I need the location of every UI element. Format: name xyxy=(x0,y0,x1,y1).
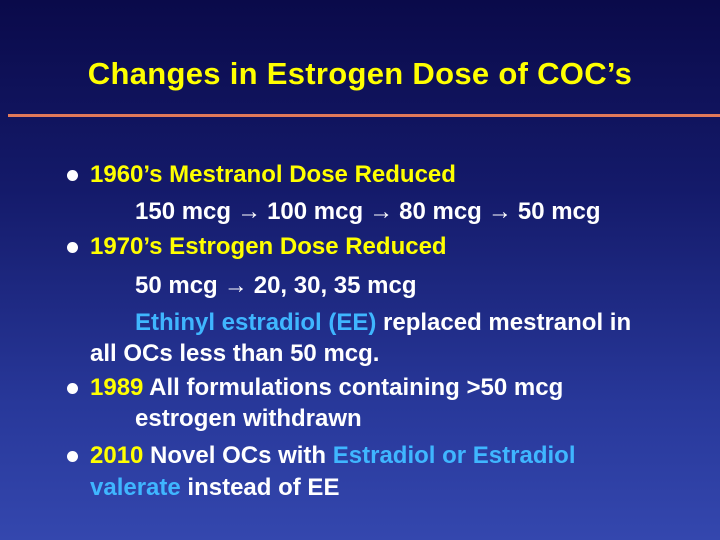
bullet-4-mid: Novel OCs with xyxy=(143,442,333,469)
bullet-4-rest: instead of EE xyxy=(180,474,340,501)
bullet-2-heading: 1970’s Estrogen Dose Reduced xyxy=(90,233,447,260)
ee-replacement-text: replaced mestranol in xyxy=(376,309,632,336)
dose-3: 80 mcg xyxy=(399,198,482,225)
valerate-term: valerate xyxy=(90,474,181,501)
arrow-right-icon: → xyxy=(223,272,248,299)
bullet-2 xyxy=(67,242,78,253)
dose-1: 150 mcg xyxy=(135,198,232,225)
dose-4: 50 mcg xyxy=(517,198,601,225)
bullet-3-rest: All formulations containing >50 mcg xyxy=(143,374,564,401)
bullet-1 xyxy=(67,170,78,181)
title-divider xyxy=(8,114,720,117)
bullet-3 xyxy=(67,383,78,394)
bullet-4-text: 2010 Novel OCs with Estradiol or Estradi… xyxy=(90,442,575,470)
dose-sequence-1970s: 50 mcg → 20, 30, 35 mcg xyxy=(135,272,417,300)
bullet-3-text: 1989 All formulations containing >50 mcg xyxy=(90,374,563,402)
ethinyl-estradiol-term: Ethinyl estradiol (EE) xyxy=(135,309,377,336)
bullet-4 xyxy=(67,451,78,462)
bullet-1-heading: 1960’s Mestranol Dose Reduced xyxy=(90,161,456,188)
dose-2: 20, 30, 35 mcg xyxy=(253,272,417,299)
arrow-right-icon: → xyxy=(237,198,262,225)
ee-replacement-line: Ethinyl estradiol (EE) replaced mestrano… xyxy=(135,309,631,337)
year-1989: 1989 xyxy=(90,374,144,401)
arrow-right-icon: → xyxy=(369,198,394,225)
bullet-4-cont: valerate instead of EE xyxy=(90,474,339,502)
dose-sequence-1960s: 150 mcg → 100 mcg → 80 mcg → 50 mcg xyxy=(135,198,601,226)
dose-2: 100 mcg xyxy=(267,198,364,225)
year-2010: 2010 xyxy=(90,442,144,469)
dose-1: 50 mcg xyxy=(135,272,218,299)
bullet-3-cont: estrogen withdrawn xyxy=(135,405,362,432)
ee-replacement-cont: all OCs less than 50 mcg. xyxy=(90,340,380,367)
estradiol-term: Estradiol or Estradiol xyxy=(332,442,576,469)
arrow-right-icon: → xyxy=(487,198,512,225)
slide-title: Changes in Estrogen Dose of COC’s xyxy=(87,56,633,91)
